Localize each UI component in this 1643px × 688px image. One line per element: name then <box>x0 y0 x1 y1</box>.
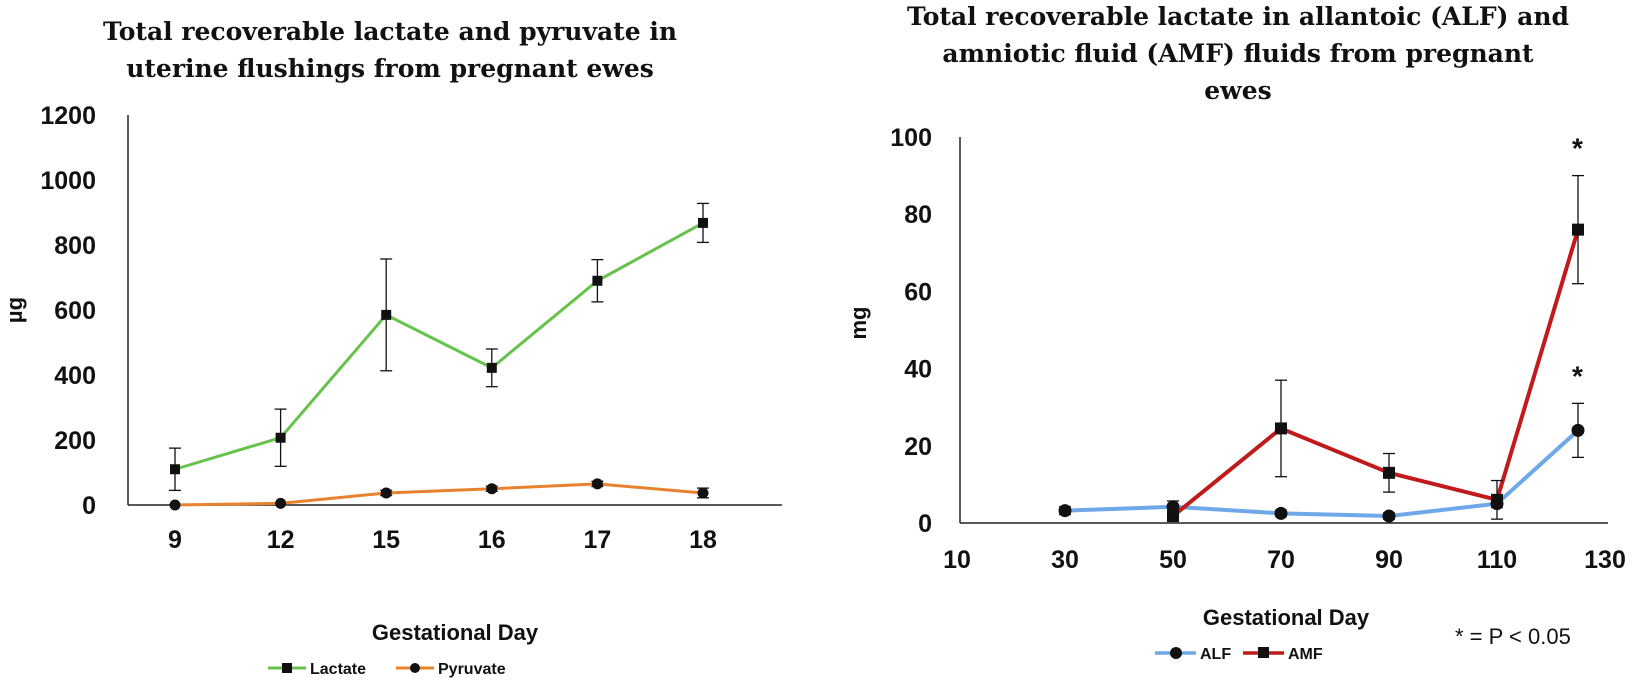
amf-point-90 <box>1383 466 1395 479</box>
amf-point-125 <box>1572 223 1584 236</box>
series-pyruvate <box>169 478 709 511</box>
legend-lactate-square-marker <box>282 663 292 673</box>
chart2-y-axis-label: mg <box>846 307 871 340</box>
chart2-series: ** <box>1058 133 1585 523</box>
series-lactate <box>169 202 709 492</box>
amf-point-50 <box>1167 510 1179 523</box>
chart2-x-axis-label: Gestational Day <box>1203 605 1370 630</box>
chart2-y-tick-0: 0 <box>918 510 932 538</box>
pyruvate-point-12 <box>275 497 287 509</box>
lactate-point-18 <box>698 217 708 228</box>
chart2-y-tick-60: 60 <box>904 278 932 306</box>
legend-pyruvate-circle-marker <box>410 663 420 673</box>
pyruvate-point-15 <box>380 487 392 499</box>
chart2-x-tick-110: 110 <box>1477 546 1517 574</box>
chart1-title-line-2: uterine flushings from pregnant ewes <box>126 54 654 83</box>
chart1-series <box>169 202 709 511</box>
legend-pyruvate-label: Pyruvate <box>438 661 506 678</box>
chart1-x-tick-12: 12 <box>267 526 295 554</box>
series-amf: * <box>1167 133 1584 523</box>
chart2-title-line-2: amniotic fluid (AMF) fluids from pregnan… <box>942 39 1534 68</box>
allantoic-amniotic-chart: Total recoverable lactate in allantoic (… <box>846 2 1626 663</box>
chart2-title-line-1: Total recoverable lactate in allantoic (… <box>907 2 1569 31</box>
chart1-y-tick-1200: 1200 <box>40 102 96 130</box>
alf-significance-marker-125: * <box>1572 360 1583 391</box>
series-amf-line <box>1171 229 1580 518</box>
pyruvate-point-17 <box>591 478 603 490</box>
pyruvate-point-9 <box>169 499 181 511</box>
alf-point-90 <box>1382 509 1396 523</box>
chart2-x-tick-labels: 10 30 50 70 90 110 130 <box>943 546 1626 574</box>
chart1-x-tick-9: 9 <box>168 526 182 554</box>
amf-point-70 <box>1275 422 1287 435</box>
chart2-y-tick-80: 80 <box>904 201 932 229</box>
lactate-point-15 <box>381 309 392 320</box>
alf-point-50 <box>1166 500 1180 514</box>
chart2-x-tick-70: 70 <box>1267 546 1295 574</box>
series-pyruvate-line <box>174 482 704 507</box>
series-alf: * <box>1058 360 1585 523</box>
chart1-y-tick-600: 600 <box>54 297 96 325</box>
chart2-x-tick-130: 130 <box>1584 546 1626 574</box>
chart1-y-tick-labels: 0 200 400 600 800 1000 1200 <box>40 102 96 520</box>
chart2-y-tick-20: 20 <box>904 433 932 461</box>
chart1-x-tick-15: 15 <box>372 526 400 554</box>
legend-amf-label: AMF <box>1288 646 1323 663</box>
chart1-x-tick-17: 17 <box>583 526 611 554</box>
chart2-y-tick-100: 100 <box>890 124 932 152</box>
chart1-x-axis-label: Gestational Day <box>372 620 539 645</box>
chart1-y-tick-800: 800 <box>54 232 96 260</box>
chart1-title-line-1: Total recoverable lactate and pyruvate i… <box>103 17 677 46</box>
pyruvate-point-16 <box>486 483 498 495</box>
alf-point-70 <box>1274 506 1288 520</box>
chart1-y-axis-label: µg <box>2 297 27 323</box>
amf-point-110 <box>1491 493 1503 506</box>
chart1-x-tick-18: 18 <box>689 526 717 554</box>
chart1-x-tick-16: 16 <box>478 526 506 554</box>
alf-point-30 <box>1058 504 1072 518</box>
legend-amf-square-marker <box>1258 647 1269 658</box>
chart2-x-tick-90: 90 <box>1375 546 1403 574</box>
chart2-x-tick-50: 50 <box>1159 546 1187 574</box>
legend-alf-label: ALF <box>1200 646 1231 663</box>
alf-point-125 <box>1571 423 1585 437</box>
lactate-point-16 <box>486 362 497 373</box>
amf-significance-marker-125: * <box>1572 133 1583 164</box>
chart2-title-line-3: ewes <box>1204 76 1271 105</box>
chart2-x-tick-30: 30 <box>1051 546 1079 574</box>
series-lactate-line <box>174 221 704 471</box>
chart1-y-tick-0: 0 <box>82 492 96 520</box>
chart1-legend: Lactate Pyruvate <box>268 661 506 678</box>
pyruvate-point-18 <box>697 487 709 499</box>
chart1-y-tick-200: 200 <box>54 427 96 455</box>
series-alf-line <box>1064 428 1580 519</box>
chart2-y-tick-labels: 0 20 40 60 80 100 <box>890 124 932 538</box>
lactate-point-9 <box>170 464 180 475</box>
uterine-flushings-chart: Total recoverable lactate and pyruvate i… <box>2 17 782 678</box>
lactate-point-12 <box>275 432 286 443</box>
chart1-y-tick-1000: 1000 <box>40 167 96 195</box>
chart2-legend: ALF AMF <box>1155 646 1323 663</box>
chart2-y-tick-40: 40 <box>904 356 932 384</box>
legend-alf-circle-marker <box>1170 647 1182 659</box>
lactate-point-17 <box>592 275 603 286</box>
chart1-x-tick-labels: 9 12 15 16 17 18 <box>168 526 717 554</box>
legend-lactate-label: Lactate <box>310 661 366 678</box>
chart2-x-tick-10: 10 <box>943 546 971 574</box>
significance-note: * = P < 0.05 <box>1455 624 1571 649</box>
chart1-y-tick-400: 400 <box>54 362 96 390</box>
